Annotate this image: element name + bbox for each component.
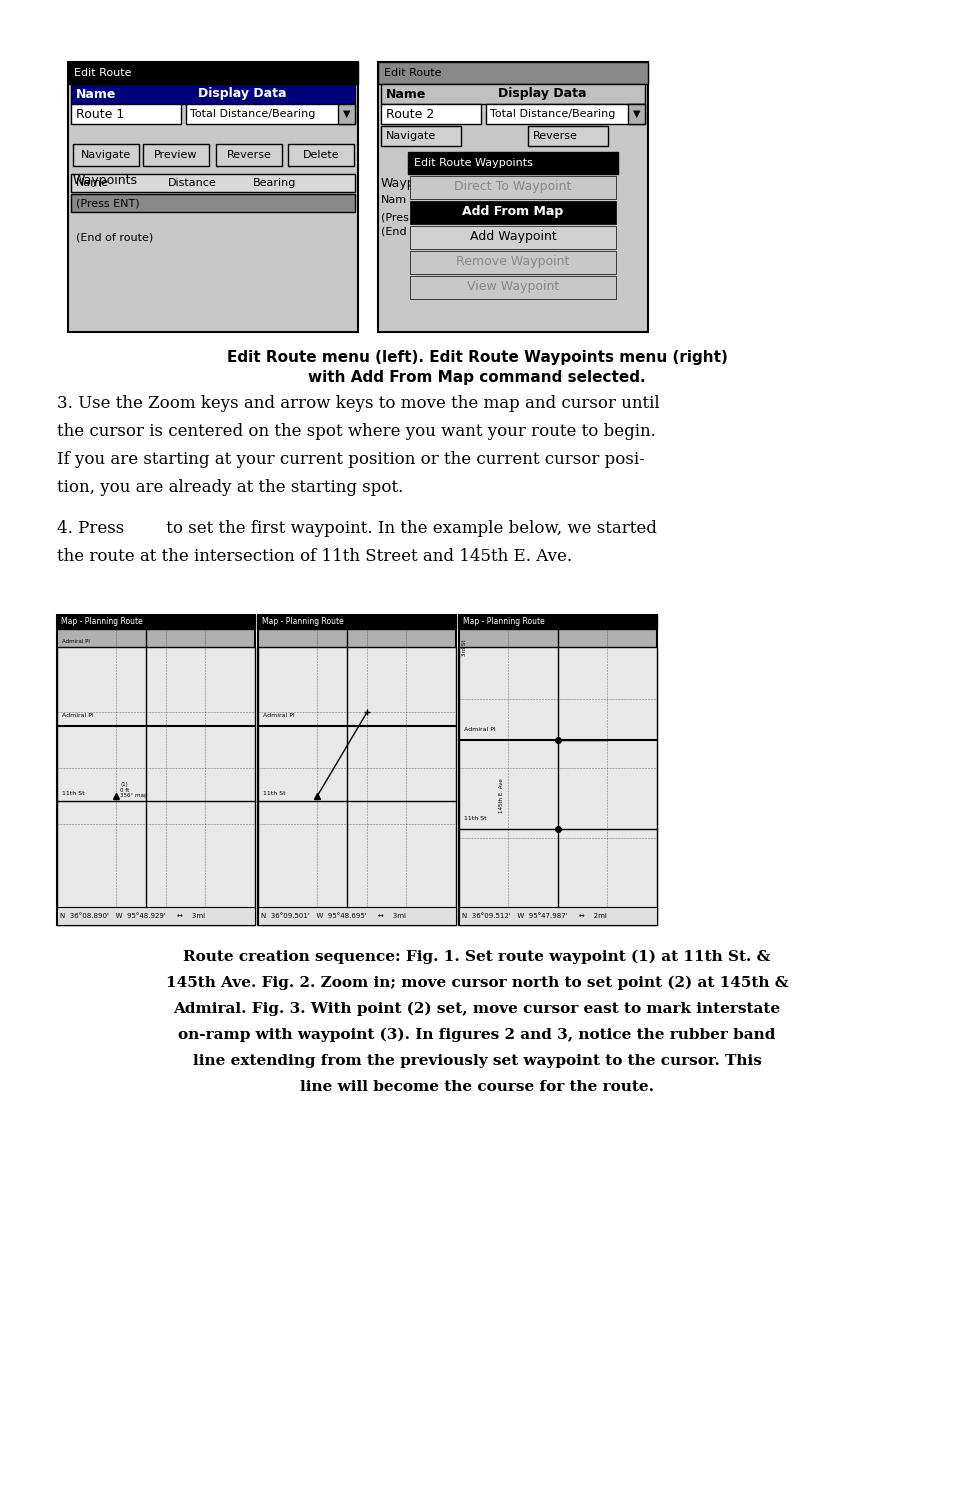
Text: Add From Map: Add From Map [462,205,563,219]
Text: Navigate: Navigate [81,150,131,161]
Text: Direct To Waypoint: Direct To Waypoint [454,180,571,193]
Bar [410,201,616,225]
Text: 4. Press        to set the first waypoint. In the example below, we started: 4. Press to set the first waypoint. In t… [57,520,657,537]
Text: Bearing: Bearing [253,178,296,187]
Text: If you are starting at your current position or the current cursor posi-: If you are starting at your current posi… [57,451,644,468]
Text: Waypo: Waypo [380,177,423,190]
Bar [57,907,254,925]
Text: (End of route): (End of route) [76,232,153,242]
Text: View Waypoint: View Waypoint [466,280,558,293]
Text: line extending from the previously set waypoint to the cursor. This: line extending from the previously set w… [193,1054,760,1068]
Bar [380,83,644,104]
Text: Edit Route Waypoints: Edit Route Waypoints [414,158,533,168]
Bar [377,62,647,332]
Text: Name: Name [386,88,426,101]
Text: Remove Waypoint: Remove Waypoint [456,254,569,268]
Bar [215,144,282,167]
Bar [410,251,616,274]
Bar [410,226,616,248]
Bar [410,277,616,299]
Text: line will become the course for the route.: line will become the course for the rout… [299,1080,654,1094]
Bar [458,616,657,925]
Bar [458,907,657,925]
Bar [73,144,139,167]
Bar [57,616,254,925]
Text: 3rd St: 3rd St [461,639,467,656]
Text: Route 2: Route 2 [386,107,434,120]
Bar [288,144,354,167]
Text: Nam: Nam [380,195,407,205]
Bar [68,62,357,83]
Bar [186,104,355,123]
Bar [71,193,355,213]
Text: Preview: Preview [154,150,197,161]
Text: (Press ENT): (Press ENT) [76,198,139,208]
Text: ▼: ▼ [633,109,639,119]
Text: Admiral. Fig. 3. With point (2) set, move cursor east to mark interstate: Admiral. Fig. 3. With point (2) set, mov… [173,1002,780,1017]
Text: Map - Planning Route: Map - Planning Route [462,617,544,626]
Bar [485,104,644,123]
Bar [143,144,209,167]
Bar [71,83,355,104]
Bar [68,62,357,332]
Text: 145th Ave. Fig. 2. Zoom in; move cursor north to set point (2) at 145th &: 145th Ave. Fig. 2. Zoom in; move cursor … [166,975,787,990]
Bar [410,175,616,199]
Text: Total Distance/Bearing: Total Distance/Bearing [490,109,615,119]
Bar [257,907,456,925]
Bar [57,616,254,629]
Bar [57,647,254,925]
Bar [380,104,480,123]
Text: Admiral Pl: Admiral Pl [463,727,496,732]
Text: 3. Use the Zoom keys and arrow keys to move the map and cursor until: 3. Use the Zoom keys and arrow keys to m… [57,396,659,412]
Text: (End: (End [380,228,406,236]
Text: Route 1: Route 1 [76,107,124,120]
Text: Reverse: Reverse [226,150,272,161]
Bar [408,152,618,174]
Text: ▼: ▼ [343,109,350,119]
Bar [257,616,456,925]
Text: Distance: Distance [168,178,216,187]
Bar [71,174,355,192]
Bar [377,62,647,83]
Text: Display Data: Display Data [198,88,286,101]
Text: (1)
0 ft
356° mag: (1) 0 ft 356° mag [120,782,148,799]
Text: Edit Route: Edit Route [74,68,132,77]
Bar [380,126,460,146]
Text: on-ramp with waypoint (3). In figures 2 and 3, notice the rubber band: on-ramp with waypoint (3). In figures 2 … [178,1028,775,1042]
Text: Edit Route menu (left). Edit Route Waypoints menu (right)
with Add From Map comm: Edit Route menu (left). Edit Route Waypo… [226,349,727,385]
Text: Route creation sequence: Fig. 1. Set route waypoint (1) at 11th St. &: Route creation sequence: Fig. 1. Set rou… [183,950,770,965]
Text: Add Waypoint: Add Waypoint [469,230,556,242]
Bar [337,104,355,123]
Text: Name: Name [76,178,109,187]
Bar [458,647,657,925]
Text: Edit Route: Edit Route [384,68,441,77]
Text: the route at the intersection of 11th Street and 145th E. Ave.: the route at the intersection of 11th St… [57,549,572,565]
Text: Navigate: Navigate [386,131,436,141]
Bar [257,616,456,629]
Text: Name: Name [76,88,116,101]
Text: (Pres: (Pres [380,213,409,222]
Text: Map - Planning Route: Map - Planning Route [262,617,343,626]
Text: Display Data: Display Data [497,88,586,101]
Bar [257,647,456,925]
Text: Admiral Pl: Admiral Pl [62,712,93,718]
Text: Delete: Delete [302,150,339,161]
Text: N  36°09.512'   W  95°47.987'     ↔    2mi: N 36°09.512' W 95°47.987' ↔ 2mi [461,913,606,919]
Text: 11th St: 11th St [263,791,285,796]
Text: Waypoints: Waypoints [73,174,138,187]
Text: Reverse: Reverse [533,131,578,141]
Bar [527,126,607,146]
Text: Admiral Pl: Admiral Pl [62,639,90,644]
Bar [458,616,657,629]
Text: Map - Planning Route: Map - Planning Route [61,617,143,626]
Text: N  36°09.501'   W  95°48.695'     ↔    3mi: N 36°09.501' W 95°48.695' ↔ 3mi [261,913,406,919]
Text: Total Distance/Bearing: Total Distance/Bearing [190,109,315,119]
Bar [71,104,181,123]
Text: the cursor is centered on the spot where you want your route to begin.: the cursor is centered on the spot where… [57,422,656,440]
Text: tion, you are already at the starting spot.: tion, you are already at the starting sp… [57,479,403,497]
Text: N  36°08.890'   W  95°48.929'     ↔    3mi: N 36°08.890' W 95°48.929' ↔ 3mi [60,913,205,919]
Bar [627,104,644,123]
Text: 145th E. Ave: 145th E. Ave [498,778,503,813]
Text: 11th St: 11th St [62,791,85,796]
Text: 11th St: 11th St [463,816,486,821]
